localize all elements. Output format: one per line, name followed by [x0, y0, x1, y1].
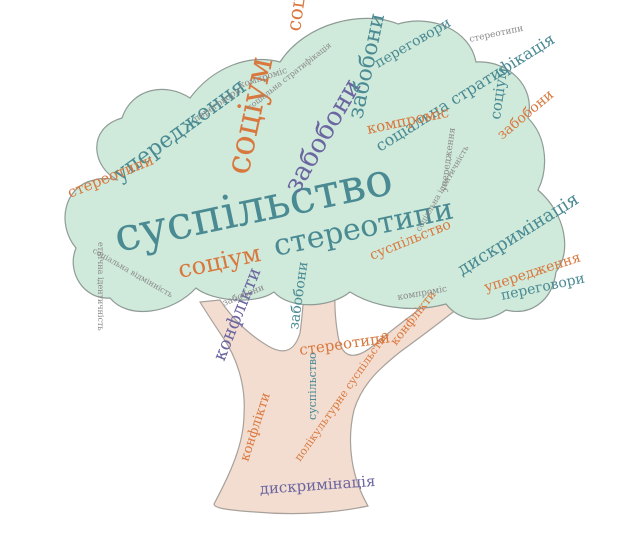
word-small-1: етнічна ідентичність [96, 242, 105, 331]
word-suspilstvo-branch: суспільство [306, 352, 319, 420]
tree-crown-shape [64, 17, 566, 320]
word-sotsium-top: соціум [281, 0, 314, 33]
word-small-9: стереотипи [469, 24, 525, 45]
